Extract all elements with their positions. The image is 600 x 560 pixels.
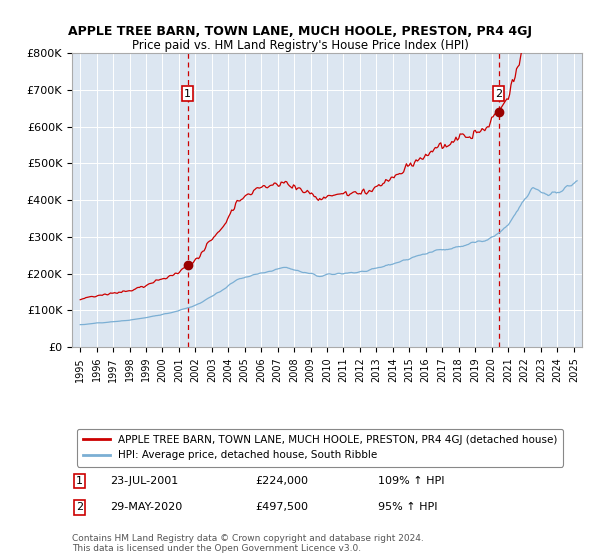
- Text: 95% ↑ HPI: 95% ↑ HPI: [378, 502, 437, 512]
- Text: 1: 1: [76, 476, 83, 486]
- Text: Contains HM Land Registry data © Crown copyright and database right 2024.
This d: Contains HM Land Registry data © Crown c…: [72, 534, 424, 553]
- Text: 2: 2: [76, 502, 83, 512]
- Text: 23-JUL-2001: 23-JUL-2001: [110, 476, 179, 486]
- Text: 29-MAY-2020: 29-MAY-2020: [110, 502, 182, 512]
- Text: Price paid vs. HM Land Registry's House Price Index (HPI): Price paid vs. HM Land Registry's House …: [131, 39, 469, 52]
- Text: 1: 1: [184, 88, 191, 99]
- Legend: APPLE TREE BARN, TOWN LANE, MUCH HOOLE, PRESTON, PR4 4GJ (detached house), HPI: : APPLE TREE BARN, TOWN LANE, MUCH HOOLE, …: [77, 429, 563, 466]
- Text: 109% ↑ HPI: 109% ↑ HPI: [378, 476, 445, 486]
- Text: £497,500: £497,500: [256, 502, 308, 512]
- Text: £224,000: £224,000: [256, 476, 308, 486]
- Text: 2: 2: [495, 88, 502, 99]
- Text: APPLE TREE BARN, TOWN LANE, MUCH HOOLE, PRESTON, PR4 4GJ: APPLE TREE BARN, TOWN LANE, MUCH HOOLE, …: [68, 25, 532, 38]
